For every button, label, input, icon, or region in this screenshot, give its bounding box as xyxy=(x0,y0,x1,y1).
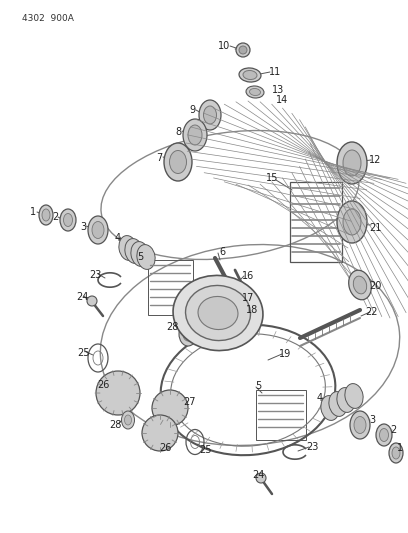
Text: 24: 24 xyxy=(76,292,88,302)
Ellipse shape xyxy=(350,411,370,439)
Ellipse shape xyxy=(392,447,400,459)
Ellipse shape xyxy=(42,209,50,221)
Ellipse shape xyxy=(243,70,257,79)
Text: 14: 14 xyxy=(276,95,288,105)
Ellipse shape xyxy=(119,236,137,261)
Ellipse shape xyxy=(198,296,238,329)
Ellipse shape xyxy=(204,106,217,124)
Circle shape xyxy=(142,415,178,451)
Text: 16: 16 xyxy=(242,271,254,281)
Text: 6: 6 xyxy=(219,247,225,257)
Ellipse shape xyxy=(345,384,363,408)
Ellipse shape xyxy=(354,416,366,433)
Ellipse shape xyxy=(179,322,197,346)
Ellipse shape xyxy=(183,327,193,341)
Text: 13: 13 xyxy=(272,85,284,95)
Text: 17: 17 xyxy=(242,293,254,303)
Ellipse shape xyxy=(343,150,361,176)
Ellipse shape xyxy=(164,143,192,181)
Ellipse shape xyxy=(389,443,403,463)
Text: 2: 2 xyxy=(390,425,396,435)
Text: 26: 26 xyxy=(97,380,109,390)
Ellipse shape xyxy=(199,100,221,130)
Text: 18: 18 xyxy=(246,305,258,315)
Ellipse shape xyxy=(188,125,202,145)
Ellipse shape xyxy=(250,88,260,95)
Circle shape xyxy=(152,390,188,426)
Text: 19: 19 xyxy=(279,349,291,359)
Ellipse shape xyxy=(173,276,263,351)
Text: 4302  900A: 4302 900A xyxy=(22,14,74,23)
Circle shape xyxy=(236,43,250,57)
Ellipse shape xyxy=(337,142,367,184)
Ellipse shape xyxy=(337,201,367,243)
Text: 24: 24 xyxy=(252,470,264,480)
Ellipse shape xyxy=(376,424,392,446)
Ellipse shape xyxy=(124,415,131,425)
Ellipse shape xyxy=(39,205,53,225)
Text: 2: 2 xyxy=(52,212,58,222)
Ellipse shape xyxy=(329,392,347,416)
Text: 8: 8 xyxy=(175,127,181,137)
Ellipse shape xyxy=(239,68,261,82)
Bar xyxy=(290,182,342,262)
Text: 4: 4 xyxy=(115,233,121,243)
Text: 3: 3 xyxy=(80,222,86,232)
Text: 10: 10 xyxy=(218,41,230,51)
Text: 5: 5 xyxy=(137,252,143,262)
Text: 25: 25 xyxy=(199,445,211,455)
Ellipse shape xyxy=(122,411,135,429)
Ellipse shape xyxy=(64,214,73,227)
Text: 28: 28 xyxy=(109,420,121,430)
Circle shape xyxy=(87,296,97,306)
Text: 3: 3 xyxy=(369,415,375,425)
Ellipse shape xyxy=(186,286,251,341)
Text: 23: 23 xyxy=(89,270,101,280)
Text: 27: 27 xyxy=(184,397,196,407)
Ellipse shape xyxy=(183,119,207,151)
Text: 5: 5 xyxy=(255,381,261,391)
Bar xyxy=(256,390,306,440)
Bar xyxy=(148,260,193,315)
Text: 28: 28 xyxy=(166,322,178,332)
Text: 23: 23 xyxy=(306,442,318,452)
Ellipse shape xyxy=(246,86,264,98)
Ellipse shape xyxy=(337,387,355,413)
Ellipse shape xyxy=(88,216,108,244)
Ellipse shape xyxy=(353,276,367,294)
Text: 1: 1 xyxy=(30,207,36,217)
Ellipse shape xyxy=(60,209,76,231)
Text: 22: 22 xyxy=(366,307,378,317)
Ellipse shape xyxy=(131,241,149,266)
Ellipse shape xyxy=(92,222,104,238)
Ellipse shape xyxy=(125,239,143,263)
Text: 7: 7 xyxy=(156,153,162,163)
Text: 11: 11 xyxy=(269,67,281,77)
Ellipse shape xyxy=(379,429,388,441)
Text: 26: 26 xyxy=(159,443,171,453)
Ellipse shape xyxy=(349,270,371,300)
Text: 20: 20 xyxy=(369,281,381,291)
Text: 4: 4 xyxy=(317,393,323,403)
Ellipse shape xyxy=(137,245,155,269)
Text: 21: 21 xyxy=(369,223,381,233)
Ellipse shape xyxy=(321,395,339,421)
Text: 15: 15 xyxy=(266,173,278,183)
Ellipse shape xyxy=(343,209,361,235)
Text: 25: 25 xyxy=(77,348,89,358)
Circle shape xyxy=(239,46,247,54)
Text: 1: 1 xyxy=(397,443,403,453)
Text: 12: 12 xyxy=(369,155,381,165)
Circle shape xyxy=(256,473,266,483)
Circle shape xyxy=(96,371,140,415)
Ellipse shape xyxy=(169,150,186,174)
Text: 9: 9 xyxy=(189,105,195,115)
